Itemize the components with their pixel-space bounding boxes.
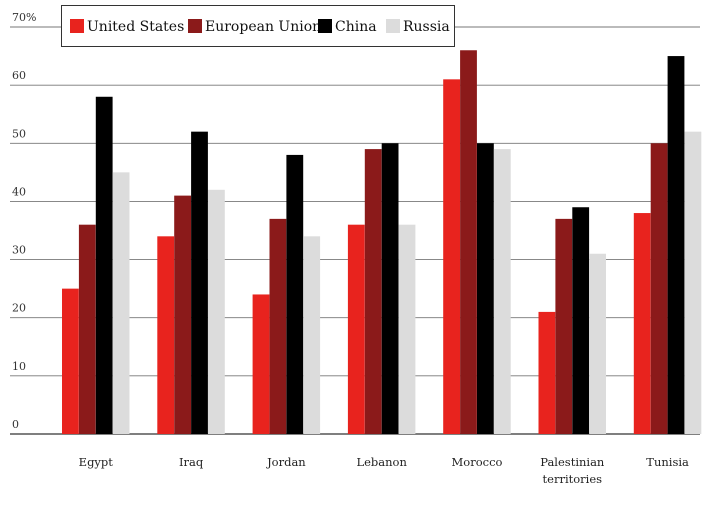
x-tick-label: Lebanon <box>356 455 407 469</box>
x-tick-label: Morocco <box>452 455 503 469</box>
x-tick-label: Tunisia <box>646 455 689 469</box>
bar-united-states-iraq <box>157 236 175 434</box>
legend-swatch <box>188 19 202 33</box>
bar-united-states-morocco <box>443 79 460 434</box>
bar-russia-tunisia <box>684 131 702 434</box>
bar-russia-palestinian-territories <box>589 253 606 434</box>
bar-european-union-morocco <box>460 50 477 434</box>
bar-russia-iraq <box>208 189 225 434</box>
bar-united-states-lebanon <box>347 224 365 434</box>
bar-united-states-egypt <box>62 288 79 434</box>
legend-swatch <box>70 19 84 33</box>
bar-china-morocco <box>477 143 494 435</box>
bar-china-tunisia <box>667 56 685 434</box>
x-tick-label: Egypt <box>79 455 114 469</box>
bar-russia-jordan <box>303 236 321 434</box>
bar-european-union-egypt <box>78 224 96 434</box>
bar-european-union-palestinian-territories <box>555 218 573 434</box>
y-tick-label: 60 <box>12 69 26 82</box>
legend: United States European Union China Russia <box>61 5 455 47</box>
legend-label: United States <box>87 19 184 35</box>
bar-united-states-jordan <box>252 294 270 434</box>
y-tick-label: 30 <box>12 244 26 257</box>
bar-china-palestinian-territories <box>572 207 590 434</box>
y-tick-label: 0 <box>12 418 19 431</box>
x-tick-label: Palestinian <box>540 455 605 469</box>
y-tick-label: 70% <box>12 11 36 24</box>
x-tick-label: territories <box>543 472 603 486</box>
bar-russia-morocco <box>493 149 511 434</box>
x-tick-label: Iraq <box>179 455 204 469</box>
bar-european-union-iraq <box>174 195 191 434</box>
legend-swatch <box>318 19 332 33</box>
y-tick-label: 50 <box>12 127 26 140</box>
bar-european-union-lebanon <box>364 149 382 434</box>
bar-european-union-tunisia <box>650 143 668 435</box>
y-tick-label: 20 <box>12 302 26 315</box>
bar-china-jordan <box>286 154 304 434</box>
legend-label: European Union <box>205 19 321 35</box>
bar-united-states-tunisia <box>633 213 651 434</box>
x-axis-labels: Egypt Iraq Jordan Lebanon Morocco Palestinian… <box>79 455 689 486</box>
y-tick-label: 10 <box>12 360 26 373</box>
legend-label: Russia <box>403 19 450 35</box>
legend-label: China <box>335 19 377 35</box>
y-tick-label: 40 <box>12 185 26 198</box>
bar-united-states-palestinian-territories <box>538 311 556 434</box>
legend-swatch <box>386 19 400 33</box>
bar-china-iraq <box>191 131 208 434</box>
x-tick-label: Jordan <box>266 455 306 469</box>
bar-china-egypt <box>95 96 113 435</box>
bar-china-lebanon <box>381 143 399 435</box>
bars <box>62 50 702 435</box>
bar-russia-lebanon <box>398 224 416 434</box>
bar-russia-egypt <box>112 172 130 434</box>
bar-european-union-jordan <box>269 218 287 434</box>
